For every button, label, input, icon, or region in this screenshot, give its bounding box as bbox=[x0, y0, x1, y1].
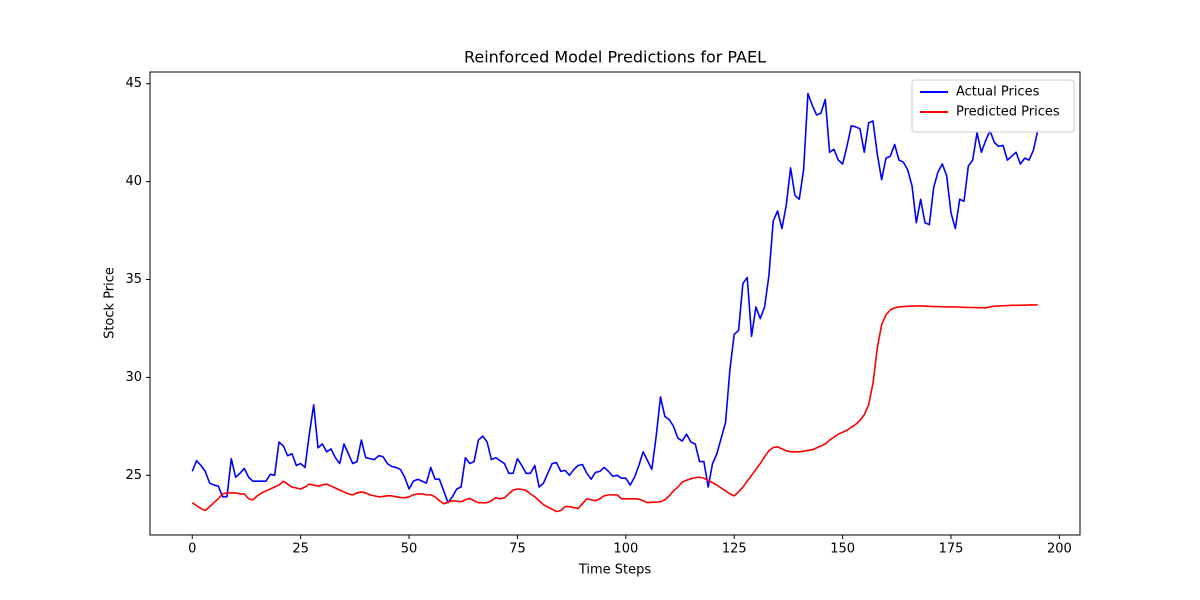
y-tick-label: 40 bbox=[125, 174, 142, 189]
legend-box bbox=[911, 79, 1075, 133]
y-tick-label: 30 bbox=[125, 370, 142, 385]
y-axis-label: Stock Price bbox=[103, 267, 118, 339]
series-line bbox=[191, 304, 1038, 513]
y-tick-label: 45 bbox=[125, 76, 142, 91]
y-tick-label: 25 bbox=[125, 468, 142, 483]
plot-frame bbox=[149, 71, 1081, 536]
x-tick-label: 75 bbox=[509, 542, 526, 557]
x-tick-label: 150 bbox=[830, 542, 855, 557]
chart-title: Reinforced Model Predictions for PAEL bbox=[464, 48, 766, 67]
x-axis-label: Time Steps bbox=[578, 563, 652, 578]
x-tick-label: 50 bbox=[401, 542, 418, 557]
x-tick-label: 100 bbox=[613, 542, 638, 557]
x-tick-label: 0 bbox=[188, 542, 196, 557]
x-tick-label: 25 bbox=[292, 542, 309, 557]
x-tick-label: 175 bbox=[939, 542, 964, 557]
series-line bbox=[191, 92, 1039, 504]
x-tick-label: 200 bbox=[1047, 542, 1072, 557]
legend-label: Predicted Prices bbox=[956, 105, 1060, 120]
y-tick-label: 35 bbox=[125, 272, 142, 287]
x-tick-label: 125 bbox=[722, 542, 747, 557]
legend-label: Actual Prices bbox=[956, 85, 1040, 100]
